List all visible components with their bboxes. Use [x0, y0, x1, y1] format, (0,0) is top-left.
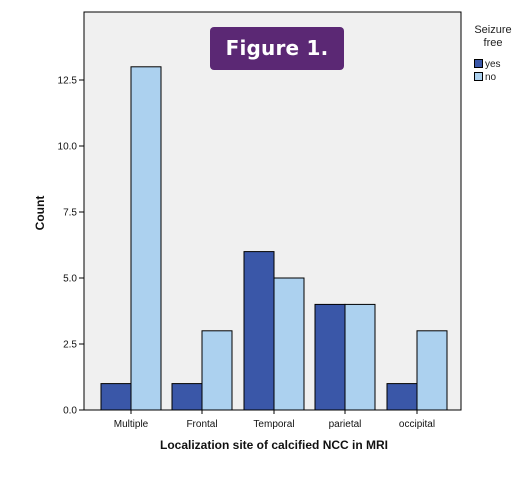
bar-yes-parietal — [314, 303, 346, 411]
bar-no-frontal — [201, 330, 233, 411]
x-tick-label: occipital — [399, 419, 435, 430]
bar-yes-occipital — [386, 383, 418, 411]
figure-label-badge: Figure 1. — [210, 27, 344, 70]
y-tick-label: 0.0 — [63, 406, 77, 417]
legend-label-no: no — [485, 72, 497, 83]
legend-swatch-yes — [474, 59, 483, 68]
y-tick-label: 12.5 — [58, 76, 78, 87]
legend-label-yes: yes — [485, 59, 501, 70]
bar-no-multiple — [130, 66, 162, 411]
y-tick-label: 10.0 — [58, 142, 78, 153]
legend-item-no: no — [474, 72, 496, 83]
y-tick-label: 5.0 — [63, 274, 77, 285]
bars — [100, 66, 448, 411]
legend-swatch-no — [474, 72, 483, 81]
y-tick-label: 2.5 — [63, 340, 77, 351]
legend-title: Seizure free — [474, 24, 512, 49]
x-tick-label: Temporal — [253, 419, 294, 430]
bar-yes-frontal — [171, 383, 203, 411]
bar-no-temporal — [273, 277, 305, 411]
legend-item-yes: yes — [474, 59, 501, 70]
y-axis-title: Count — [33, 195, 47, 231]
bar-no-parietal — [344, 303, 376, 411]
x-tick-label: Frontal — [186, 419, 217, 430]
x-tick-label: Multiple — [114, 419, 149, 430]
bar-yes-temporal — [243, 251, 275, 411]
y-axis-ticks: 0.0 2.5 5.0 7.5 10.0 12.5 — [58, 76, 84, 417]
y-tick-label: 7.5 — [63, 208, 77, 219]
x-axis-ticks: Multiple Frontal Temporal parietal occipital — [114, 410, 435, 430]
bar-yes-multiple — [100, 383, 132, 411]
bar-no-occipital — [416, 330, 448, 411]
x-axis-title: Localization site of calcified NCC in MR… — [159, 438, 389, 452]
x-tick-label: parietal — [329, 419, 362, 430]
